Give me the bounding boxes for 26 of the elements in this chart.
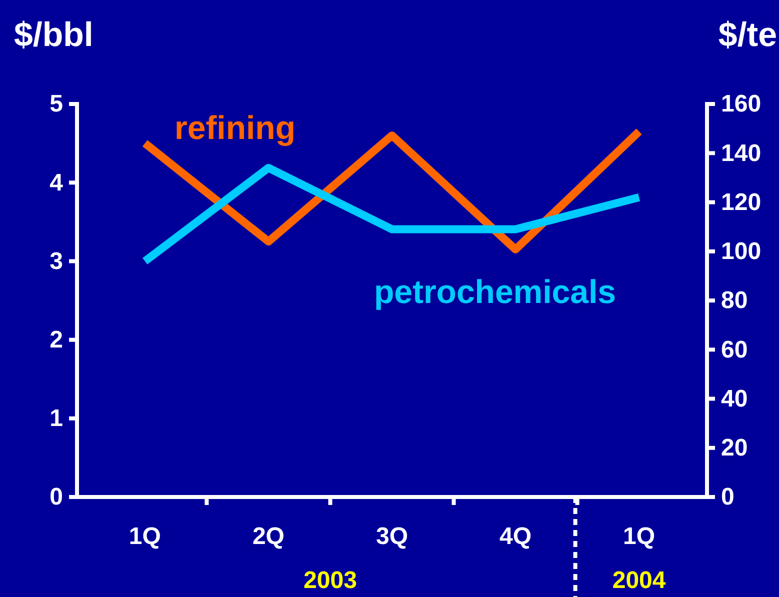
- text: 2003: [304, 567, 357, 594]
- y-tick-label: 1: [50, 405, 63, 432]
- y-tick-label: 2: [50, 326, 63, 354]
- y2-tick-label: 0: [721, 484, 734, 511]
- y-tick-label: 5: [50, 90, 63, 118]
- y-axis-title: $/bbl: [14, 16, 94, 54]
- y2-tick-label: 140: [721, 140, 762, 167]
- y-tick-label: 0: [50, 484, 63, 511]
- x-tick-label: 2Q: [252, 523, 284, 550]
- text: 2004: [612, 567, 666, 594]
- series-label: refining: [174, 109, 296, 146]
- y-tick-label: 3: [50, 248, 63, 275]
- y-tick-label: 4: [50, 169, 64, 196]
- series-label: petrochemicals: [374, 273, 616, 310]
- y2-tick-label: 60: [721, 336, 748, 364]
- y2-tick-label: 160: [721, 90, 762, 118]
- y2-tick-label: 20: [721, 434, 748, 462]
- y2-tick-label: 120: [721, 188, 762, 216]
- x-tick-label: 3Q: [376, 523, 408, 550]
- x-tick-label: 1Q: [128, 523, 161, 550]
- x-tick-label: 4Q: [500, 523, 532, 550]
- y2-axis-title: $/te: [718, 16, 777, 54]
- x-tick-label: 1Q: [623, 523, 656, 550]
- y2-tick-label: 40: [721, 385, 748, 412]
- y2-tick-label: 100: [721, 238, 762, 266]
- y2-tick-label: 80: [721, 287, 748, 314]
